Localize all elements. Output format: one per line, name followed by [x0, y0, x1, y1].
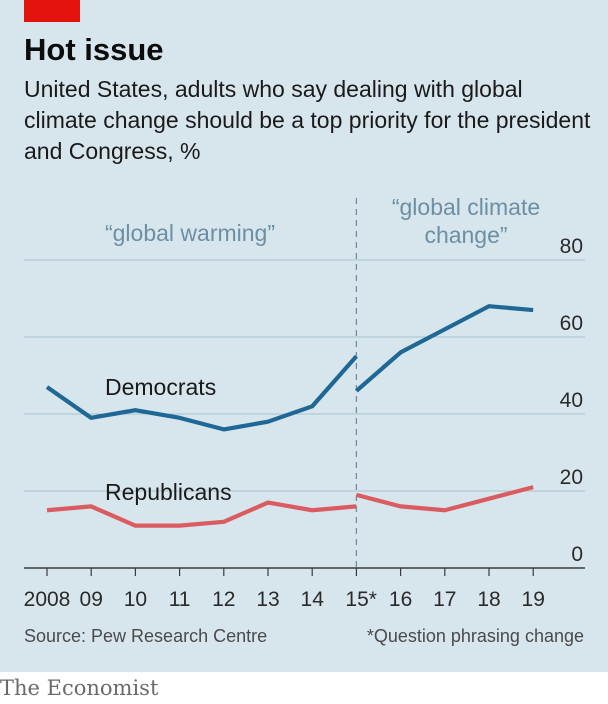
- series-label-democrats: Democrats: [105, 374, 216, 400]
- y-tick-label-0: 0: [571, 543, 583, 566]
- chart-title: Hot issue: [24, 32, 164, 67]
- series-republicans-segment-1: [46, 500, 357, 528]
- series-label-republicans: Republicans: [105, 479, 232, 505]
- x-tick-label-6: 14: [301, 588, 325, 611]
- annotation-global-climate-change: “global climate change”: [392, 194, 540, 248]
- y-tick-label-20: 20: [560, 466, 583, 489]
- series-republicans-segment-2: [355, 485, 534, 513]
- y-tick-label-40: 40: [560, 389, 583, 412]
- annotations: “global warming” “global climate change”: [105, 194, 540, 568]
- annotation-global-warming: “global warming”: [105, 220, 275, 246]
- y-tick-label-60: 60: [560, 312, 583, 335]
- brand-red-tag: [24, 0, 80, 22]
- x-tick-label-1: 09: [80, 588, 103, 611]
- x-tick-label-5: 13: [256, 588, 279, 611]
- source-note: Source: Pew Research Centre: [24, 626, 268, 646]
- series-democrats-segment-2: [355, 304, 534, 393]
- x-tick-label-0: 2008: [24, 588, 71, 611]
- x-tick-label-9: 17: [433, 588, 456, 611]
- chart-panel: [0, 0, 608, 672]
- series-democrats-segment-1: [45, 354, 358, 432]
- phrasing-note: *Question phrasing change: [366, 626, 584, 646]
- x-tick-label-11: 19: [522, 588, 545, 611]
- annotation-line-1: “global climate: [392, 194, 540, 220]
- chart-subtitle: United States, adults who say dealing wi…: [24, 76, 591, 164]
- y-tick-label-80: 80: [560, 235, 583, 258]
- x-tick-label-8: 16: [389, 588, 412, 611]
- line-chart: “global warming” “global climate change” 0…: [24, 194, 585, 611]
- x-tick-label-2: 10: [124, 588, 147, 611]
- labels: 0 20 40 60 80 2008 09 10 11 12 13 14 15* 16 17 18 19 Demo…: [24, 235, 583, 611]
- x-tick-label-7: 15*: [345, 588, 377, 611]
- annotation-line-2: change”: [424, 222, 507, 248]
- x-tick-label-4: 12: [212, 588, 235, 611]
- x-tick-label-3: 11: [169, 588, 191, 611]
- series-lines: [45, 304, 534, 528]
- brand-wordmark: The Economist: [0, 676, 159, 700]
- x-tick-label-10: 18: [477, 588, 500, 611]
